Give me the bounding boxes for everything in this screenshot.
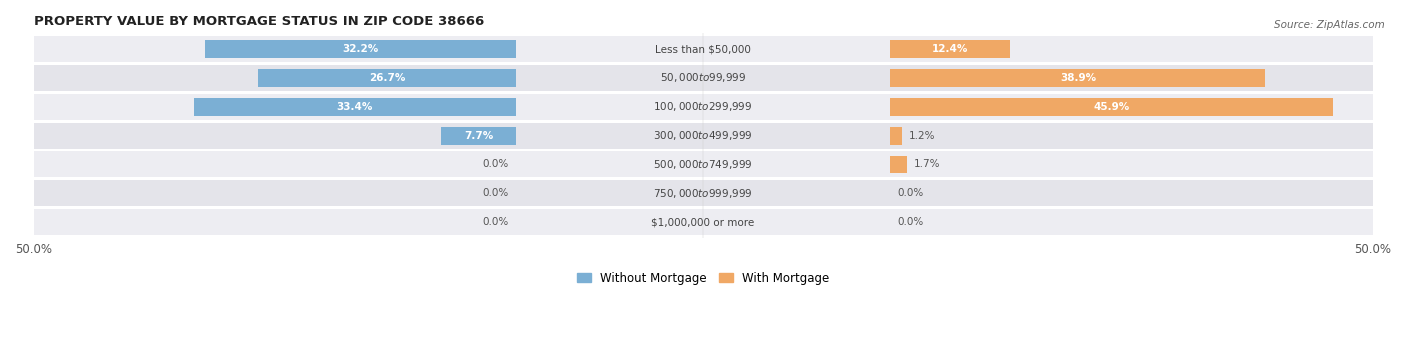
Text: $300,000 to $499,999: $300,000 to $499,999 [654, 129, 752, 142]
Bar [890, 127, 903, 145]
Text: 0.0%: 0.0% [482, 160, 509, 169]
Text: 32.2%: 32.2% [342, 44, 378, 54]
Bar [890, 98, 1333, 116]
Bar [34, 65, 1372, 91]
Text: 45.9%: 45.9% [1094, 102, 1130, 112]
Bar [205, 40, 516, 58]
Text: 0.0%: 0.0% [482, 217, 509, 227]
Text: 26.7%: 26.7% [368, 73, 405, 83]
Bar [34, 94, 1372, 120]
Text: 0.0%: 0.0% [897, 188, 924, 198]
Bar [194, 98, 516, 116]
Text: 1.2%: 1.2% [908, 131, 935, 140]
Bar [34, 151, 1372, 177]
Text: 0.0%: 0.0% [897, 217, 924, 227]
Text: PROPERTY VALUE BY MORTGAGE STATUS IN ZIP CODE 38666: PROPERTY VALUE BY MORTGAGE STATUS IN ZIP… [34, 15, 484, 28]
Bar [34, 36, 1372, 62]
Text: Source: ZipAtlas.com: Source: ZipAtlas.com [1274, 20, 1385, 30]
Text: 33.4%: 33.4% [336, 102, 373, 112]
Text: 0.0%: 0.0% [482, 188, 509, 198]
Bar [890, 40, 1010, 58]
Bar [34, 123, 1372, 149]
Legend: Without Mortgage, With Mortgage: Without Mortgage, With Mortgage [572, 267, 834, 289]
Text: 7.7%: 7.7% [464, 131, 494, 140]
Text: $50,000 to $99,999: $50,000 to $99,999 [659, 72, 747, 85]
Text: $1,000,000 or more: $1,000,000 or more [651, 217, 755, 227]
Text: $500,000 to $749,999: $500,000 to $749,999 [654, 158, 752, 171]
Bar [890, 69, 1265, 87]
Bar [34, 180, 1372, 206]
Bar [259, 69, 516, 87]
Text: 38.9%: 38.9% [1060, 73, 1097, 83]
Bar [441, 127, 516, 145]
Text: $750,000 to $999,999: $750,000 to $999,999 [654, 187, 752, 200]
Bar [34, 209, 1372, 235]
Text: 12.4%: 12.4% [932, 44, 969, 54]
Text: Less than $50,000: Less than $50,000 [655, 44, 751, 54]
Text: $100,000 to $299,999: $100,000 to $299,999 [654, 100, 752, 113]
Bar [890, 155, 907, 173]
Text: 1.7%: 1.7% [914, 160, 941, 169]
